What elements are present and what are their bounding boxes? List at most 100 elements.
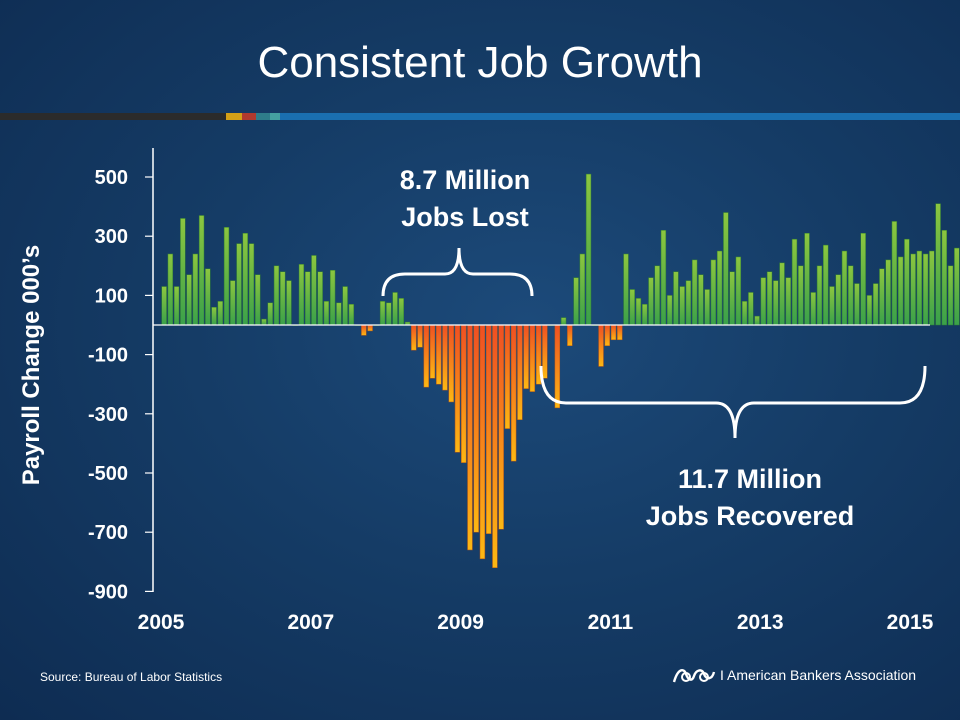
bar-positive bbox=[848, 265, 854, 326]
bar-positive bbox=[816, 265, 823, 326]
bar-negative bbox=[461, 324, 467, 463]
bar-negative bbox=[498, 324, 504, 530]
bar-positive bbox=[317, 271, 323, 326]
bar-negative bbox=[598, 324, 604, 367]
x-axis-ticks: 2005 2007 2009 2011 2013 2015 bbox=[138, 611, 934, 634]
annotation-jobs-lost-line1: 8.7 Million bbox=[399, 165, 531, 195]
bar-positive bbox=[173, 286, 180, 326]
bar-positive bbox=[823, 244, 829, 326]
bar-negative bbox=[423, 324, 429, 388]
x-tick-label: 2009 bbox=[437, 611, 484, 634]
bar-positive bbox=[579, 253, 586, 326]
bar-negative bbox=[510, 324, 517, 462]
bar-positive bbox=[336, 302, 342, 326]
bar-negative bbox=[367, 324, 373, 332]
bar-positive bbox=[280, 271, 286, 326]
x-tick-label: 2015 bbox=[887, 611, 934, 634]
x-tick-label: 2011 bbox=[588, 611, 634, 634]
y-axis-ticks: 500 300 100 -100 -300 -500 -700 -900 bbox=[88, 167, 153, 603]
bar-negative bbox=[486, 324, 492, 534]
bar-positive bbox=[910, 253, 916, 326]
bar-positive bbox=[192, 253, 199, 326]
bar-positive bbox=[323, 301, 330, 326]
bar-negative bbox=[617, 324, 623, 341]
bar-negative bbox=[442, 324, 448, 391]
bar-negative bbox=[504, 324, 511, 429]
y-tick-label: -300 bbox=[88, 404, 128, 426]
bar-positive bbox=[311, 255, 317, 326]
bar-positive bbox=[916, 250, 923, 326]
bar-positive bbox=[773, 280, 779, 326]
bar-positive bbox=[735, 256, 742, 326]
bar-positive bbox=[748, 292, 754, 326]
bar-negative bbox=[610, 324, 617, 341]
title-divider bbox=[0, 113, 960, 120]
bar-positive bbox=[779, 262, 785, 326]
bar-positive bbox=[298, 264, 305, 326]
bar-positive bbox=[841, 250, 848, 326]
aba-logo-icon bbox=[672, 669, 716, 683]
brace-jobs-recovered bbox=[539, 365, 927, 439]
bar-positive bbox=[654, 265, 660, 326]
bar-positive bbox=[642, 304, 648, 326]
bar-positive bbox=[267, 302, 273, 326]
bar-positive bbox=[854, 283, 860, 326]
bar-negative bbox=[604, 324, 610, 346]
bar-positive bbox=[754, 315, 760, 326]
brace-jobs-lost bbox=[381, 247, 534, 297]
bar-positive bbox=[342, 286, 348, 326]
bar-negative bbox=[411, 324, 417, 351]
slide-title: Consistent Job Growth bbox=[257, 38, 703, 87]
bar-positive bbox=[205, 268, 211, 326]
bar-positive bbox=[398, 298, 404, 326]
bar-positive bbox=[885, 259, 891, 326]
footer-branding: I American Bankers Association bbox=[672, 664, 916, 686]
x-tick-label: 2007 bbox=[287, 611, 334, 634]
bar-positive bbox=[660, 230, 667, 326]
bar-positive bbox=[648, 277, 654, 326]
bar-positive bbox=[835, 274, 841, 326]
bar-positive bbox=[691, 259, 698, 326]
bar-positive bbox=[673, 271, 679, 326]
x-tick-label: 2005 bbox=[138, 611, 185, 634]
bar-positive bbox=[904, 238, 910, 326]
bar-positive bbox=[667, 295, 673, 326]
bar-positive bbox=[180, 218, 186, 326]
bar-negative bbox=[448, 324, 454, 403]
bar-positive bbox=[161, 286, 167, 326]
bar-positive bbox=[236, 243, 242, 326]
bar-positive bbox=[804, 232, 810, 326]
bar-positive bbox=[741, 301, 748, 326]
bar-positive bbox=[261, 318, 267, 326]
bar-negative bbox=[361, 324, 367, 336]
x-tick-label: 2013 bbox=[737, 611, 784, 634]
bar-positive bbox=[866, 295, 873, 326]
bar-positive bbox=[798, 265, 804, 326]
bar-positive bbox=[954, 247, 960, 326]
annotation-jobs-recovered-line1: 11.7 Million bbox=[677, 464, 823, 494]
bar-positive bbox=[716, 250, 723, 326]
bar-positive bbox=[230, 280, 236, 326]
divider-segment-aqua bbox=[270, 113, 280, 120]
bar-negative bbox=[429, 324, 436, 379]
y-tick-label: 100 bbox=[95, 285, 128, 307]
annotation-jobs-recovered: 11.7 Million Jobs Recovered bbox=[590, 461, 910, 535]
bar-positive bbox=[629, 289, 635, 326]
bar-positive bbox=[704, 289, 710, 326]
bar-positive bbox=[392, 292, 398, 326]
bar-positive bbox=[897, 256, 904, 326]
bar-positive bbox=[791, 238, 798, 326]
bar-positive bbox=[379, 301, 386, 326]
bar-positive bbox=[348, 304, 355, 326]
bar-positive bbox=[255, 274, 261, 326]
y-tick-label: 300 bbox=[95, 226, 128, 248]
bar-group bbox=[161, 173, 960, 568]
y-tick-label: -100 bbox=[88, 345, 128, 367]
bar-negative bbox=[529, 324, 536, 392]
bar-positive bbox=[710, 259, 717, 326]
bar-positive bbox=[573, 277, 579, 326]
bar-positive bbox=[879, 268, 885, 326]
source-note: Source: Bureau of Labor Statistics bbox=[40, 670, 223, 684]
divider-segment-red bbox=[242, 113, 256, 120]
